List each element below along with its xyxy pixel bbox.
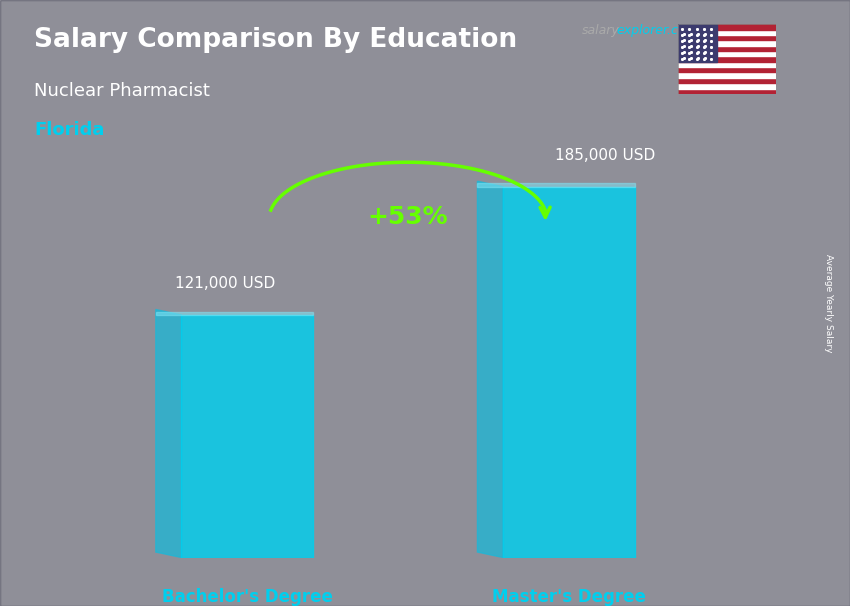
Text: +53%: +53% bbox=[368, 205, 448, 229]
Text: explorer.com: explorer.com bbox=[616, 24, 698, 37]
Bar bbox=[678, 24, 776, 30]
Polygon shape bbox=[156, 310, 181, 558]
Bar bbox=[678, 56, 776, 62]
Polygon shape bbox=[181, 315, 313, 558]
Text: Master's Degree: Master's Degree bbox=[492, 588, 646, 606]
Bar bbox=[678, 73, 776, 78]
Polygon shape bbox=[156, 311, 313, 315]
Polygon shape bbox=[503, 187, 635, 558]
Text: Nuclear Pharmacist: Nuclear Pharmacist bbox=[34, 82, 210, 100]
Bar bbox=[678, 45, 776, 51]
Bar bbox=[678, 51, 776, 56]
Text: Bachelor's Degree: Bachelor's Degree bbox=[162, 588, 332, 606]
Text: salary: salary bbox=[582, 24, 620, 37]
Text: Salary Comparison By Education: Salary Comparison By Education bbox=[34, 27, 517, 53]
Bar bbox=[678, 67, 776, 73]
Text: Average Yearly Salary: Average Yearly Salary bbox=[824, 254, 833, 352]
Text: 121,000 USD: 121,000 USD bbox=[175, 276, 275, 291]
Text: Florida: Florida bbox=[34, 121, 105, 139]
Text: 185,000 USD: 185,000 USD bbox=[555, 148, 655, 162]
Bar bbox=[678, 30, 776, 35]
Polygon shape bbox=[478, 184, 635, 187]
Bar bbox=[678, 83, 776, 88]
Bar bbox=[678, 62, 776, 67]
Bar bbox=[678, 24, 717, 62]
Bar bbox=[678, 88, 776, 94]
Polygon shape bbox=[478, 181, 503, 558]
Bar bbox=[678, 78, 776, 83]
Bar bbox=[678, 35, 776, 41]
Bar bbox=[678, 41, 776, 45]
